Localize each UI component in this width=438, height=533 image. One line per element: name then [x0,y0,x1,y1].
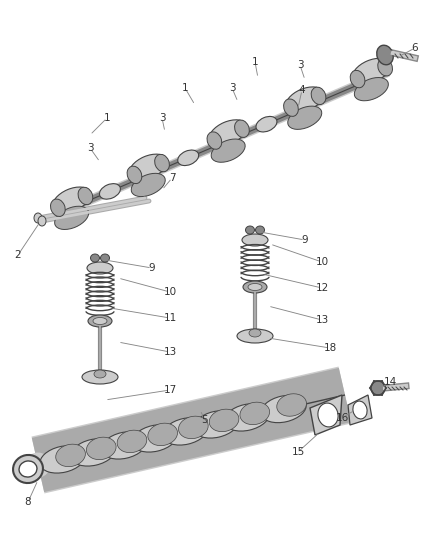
Text: 4: 4 [299,85,305,95]
Ellipse shape [40,446,85,473]
Ellipse shape [127,166,142,183]
Text: 13: 13 [315,315,328,325]
Ellipse shape [377,45,393,65]
Text: 9: 9 [302,235,308,245]
Ellipse shape [131,173,165,197]
Text: 10: 10 [163,287,177,297]
Ellipse shape [117,430,147,453]
Ellipse shape [209,120,247,146]
Text: 11: 11 [163,313,177,323]
Ellipse shape [99,184,120,199]
Ellipse shape [353,58,390,84]
Ellipse shape [94,370,106,378]
Ellipse shape [286,87,324,112]
Ellipse shape [284,99,298,116]
Text: 8: 8 [25,497,31,507]
Text: 14: 14 [383,377,397,387]
Ellipse shape [277,394,307,416]
Ellipse shape [209,409,239,432]
Text: 17: 17 [163,385,177,395]
Ellipse shape [56,444,85,466]
Ellipse shape [163,418,208,445]
Ellipse shape [13,455,43,483]
Ellipse shape [246,226,254,234]
Text: 9: 9 [148,263,155,273]
Ellipse shape [350,70,365,88]
Ellipse shape [371,381,385,395]
Ellipse shape [155,155,170,172]
Ellipse shape [178,150,199,166]
Text: 6: 6 [412,43,418,53]
Polygon shape [348,395,372,425]
Ellipse shape [93,318,107,325]
Text: 15: 15 [291,447,304,457]
Ellipse shape [249,329,261,337]
Ellipse shape [88,315,112,327]
Text: 12: 12 [315,283,328,293]
Text: 18: 18 [323,343,337,353]
Text: 3: 3 [159,113,165,123]
Ellipse shape [82,370,118,384]
Polygon shape [310,395,342,435]
Ellipse shape [71,439,116,466]
Ellipse shape [237,329,273,343]
Ellipse shape [248,284,262,290]
Ellipse shape [34,213,42,223]
Ellipse shape [255,226,265,234]
Ellipse shape [101,432,147,459]
Text: 7: 7 [169,173,175,183]
Ellipse shape [207,132,222,149]
Ellipse shape [242,234,268,246]
Ellipse shape [91,254,99,262]
Text: 16: 16 [336,413,349,423]
Ellipse shape [311,87,326,104]
Ellipse shape [211,139,245,162]
Ellipse shape [86,437,116,459]
Text: 3: 3 [297,60,303,70]
Ellipse shape [261,395,306,423]
Ellipse shape [53,187,91,213]
Ellipse shape [353,401,367,419]
Ellipse shape [38,216,46,226]
Ellipse shape [50,199,65,216]
Ellipse shape [179,416,208,439]
Ellipse shape [224,403,269,431]
Ellipse shape [235,120,249,138]
Text: 3: 3 [229,83,235,93]
Text: 13: 13 [163,347,177,357]
Ellipse shape [100,254,110,262]
Text: 5: 5 [201,415,208,425]
Text: 3: 3 [87,143,93,153]
Ellipse shape [132,425,177,452]
Text: 1: 1 [182,83,188,93]
Ellipse shape [243,281,267,293]
Text: 10: 10 [315,257,328,267]
Text: 2: 2 [15,250,21,260]
Text: 1: 1 [104,113,110,123]
Ellipse shape [55,206,88,230]
Ellipse shape [256,116,277,132]
Ellipse shape [240,402,269,425]
Ellipse shape [129,154,167,180]
Ellipse shape [318,403,338,427]
Ellipse shape [194,411,239,438]
Ellipse shape [78,187,93,205]
Ellipse shape [378,59,392,76]
Ellipse shape [87,262,113,274]
Text: 1: 1 [252,57,258,67]
Ellipse shape [19,461,37,477]
Ellipse shape [288,106,322,130]
Ellipse shape [148,423,177,446]
Ellipse shape [354,77,389,101]
